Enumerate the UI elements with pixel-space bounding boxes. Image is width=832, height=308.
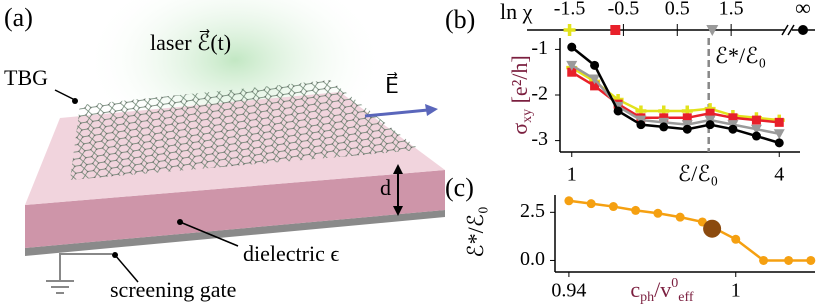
marker <box>590 81 600 91</box>
marker <box>784 255 794 265</box>
y-label: ℰ*/ℰ₀ <box>463 206 488 257</box>
x-label-part: c <box>630 277 640 302</box>
x-label-part: 0 <box>671 276 678 291</box>
y-tick-label: 2.5 <box>520 200 545 222</box>
field-arrow <box>364 108 429 118</box>
highlight-point <box>703 219 722 238</box>
series-line <box>568 199 811 262</box>
marker <box>706 25 719 36</box>
annotation: ℰ*/ℰ₀ <box>715 43 766 68</box>
marker <box>774 117 784 127</box>
marker <box>613 106 623 116</box>
marker <box>653 208 663 218</box>
chi-tick-label: -1.5 <box>554 0 586 20</box>
dielectric-label: dielectric ϵ <box>243 241 339 266</box>
x-tick-label: 1 <box>731 280 741 302</box>
y-label: σxy [e²/h] <box>507 55 535 134</box>
marker <box>705 120 715 130</box>
x-tick-label: 1 <box>567 164 577 186</box>
y-tick-label: -1 <box>531 37 548 59</box>
panel-letter: (c) <box>445 173 474 202</box>
marker <box>608 202 618 212</box>
x-label: ℰ/ℰ₀ <box>678 161 718 186</box>
leader <box>54 89 76 101</box>
marker <box>728 124 738 134</box>
ground-wire <box>59 253 112 280</box>
leader <box>179 221 239 247</box>
panel-letter: (a) <box>4 3 33 32</box>
laser-label: laser ℰ⃗(t) <box>150 29 231 55</box>
marker <box>567 67 577 77</box>
panel-letter: (b) <box>445 5 475 34</box>
y-label-part: σ <box>507 123 532 135</box>
y-label-part: xy <box>520 109 535 123</box>
marker <box>751 115 761 125</box>
field-arrowhead <box>425 104 438 116</box>
series-line <box>571 64 780 135</box>
y-tick-label: -3 <box>531 128 548 150</box>
marker <box>563 24 576 36</box>
marker <box>751 131 761 141</box>
marker <box>774 138 784 148</box>
marker <box>589 74 601 85</box>
marker <box>682 113 692 123</box>
y-tick-label: 0.0 <box>520 248 545 270</box>
marker <box>659 113 669 123</box>
marker <box>564 196 574 206</box>
chi-label: ln χ <box>500 0 533 24</box>
x-label: cph/v0eff <box>630 276 694 305</box>
field-label: E⃗ <box>385 72 399 98</box>
series-line <box>570 46 780 145</box>
marker <box>590 60 600 70</box>
graphene <box>70 80 420 180</box>
chi-tick-label: 1.5 <box>719 0 744 20</box>
y-tick-label: -2 <box>531 83 548 105</box>
schematic: (a) laser ℰ⃗(t) TBG E⃗ d dielectric ϵ sc… <box>4 0 445 302</box>
chi-tick-label: -0.5 <box>608 0 640 20</box>
chi-inf-label: ∞ <box>795 0 811 20</box>
marker <box>610 25 621 35</box>
marker <box>586 199 596 209</box>
leader-dot <box>72 98 78 104</box>
marker <box>759 255 769 265</box>
marker <box>631 205 641 215</box>
leader-dot <box>177 219 183 225</box>
x-tick-label: 4 <box>774 164 784 186</box>
thickness-label: d <box>380 175 391 200</box>
series-line <box>571 71 780 124</box>
marker <box>806 255 816 265</box>
gate-slab <box>25 210 445 256</box>
x-tick-label: 0.94 <box>551 280 586 302</box>
x-label-part: eff <box>678 290 694 305</box>
dielectric-front <box>25 170 445 248</box>
marker <box>567 42 577 52</box>
marker <box>682 124 692 134</box>
marker <box>773 129 785 140</box>
arrowhead <box>393 206 403 216</box>
arrowhead <box>393 164 403 174</box>
chi-tick-label: 0.5 <box>665 0 690 20</box>
marker <box>705 108 715 118</box>
x-label-part: ph <box>640 290 654 305</box>
charts: (b) 1 4 -1 -2 -3 ℰ/ℰ₀ σxy [e²/h] ℰ*/ℰ₀ ln χ -1.5 -0… <box>445 0 816 305</box>
x-label-part: /v <box>654 277 671 302</box>
leader-dot <box>112 252 118 258</box>
marker <box>750 124 762 135</box>
inf-marker <box>798 25 808 35</box>
marker <box>566 60 578 71</box>
axis-break <box>781 24 795 36</box>
y-label-part: [e²/h] <box>507 55 532 109</box>
marker <box>675 212 685 222</box>
marker <box>659 122 669 132</box>
gate-label: screening gate <box>110 277 236 302</box>
marker <box>636 120 646 130</box>
leader <box>114 254 139 283</box>
marker <box>728 113 738 123</box>
tbg-label: TBG <box>4 65 48 90</box>
marker <box>731 234 741 244</box>
